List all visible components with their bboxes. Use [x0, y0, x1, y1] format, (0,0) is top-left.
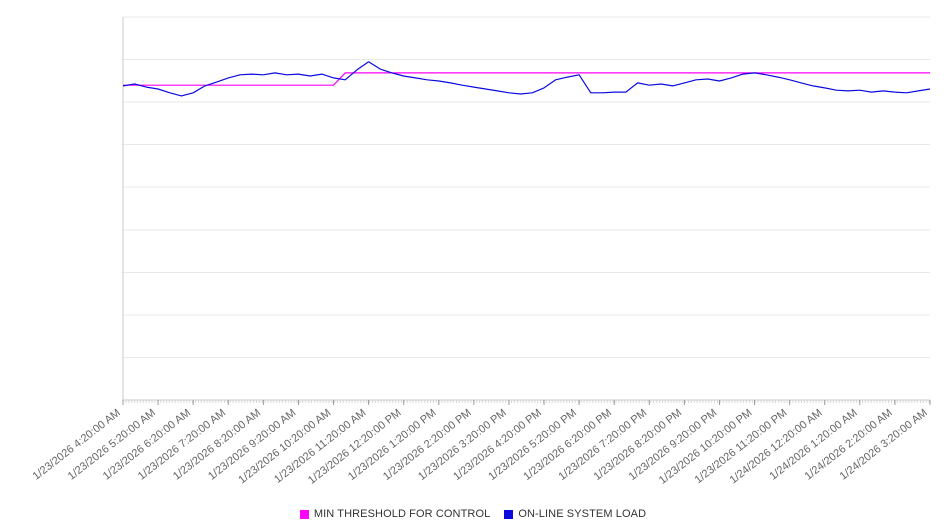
legend-item-min-threshold[interactable]: MIN THRESHOLD FOR CONTROL: [299, 508, 491, 520]
legend: MIN THRESHOLD FOR CONTROL ON-LINE SYSTEM…: [0, 508, 946, 520]
legend-swatch-system-load-icon: [504, 509, 514, 519]
legend-label-min-threshold: MIN THRESHOLD FOR CONTROL: [313, 508, 491, 520]
legend-label-system-load: ON-LINE SYSTEM LOAD: [518, 508, 647, 520]
series-lines: [122, 61, 931, 97]
chart-canvas: 1/23/2026 4:20:00 AM1/23/2026 5:20:00 AM…: [31, 16, 931, 487]
legend-swatch-min-threshold-icon: [299, 509, 309, 519]
x-axis-tick-labels: 1/23/2026 4:20:00 AM1/23/2026 5:20:00 AM…: [31, 407, 930, 487]
system-load-line: [122, 61, 931, 97]
threshold-line: [123, 72, 930, 86]
legend-item-system-load[interactable]: ON-LINE SYSTEM LOAD: [504, 508, 646, 520]
x-axis-major-ticks: [122, 400, 931, 405]
